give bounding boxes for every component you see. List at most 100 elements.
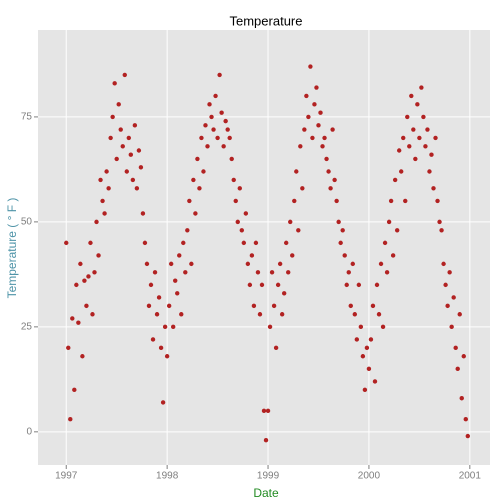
point [336,219,341,225]
point [386,219,392,225]
point [78,261,83,267]
point [94,219,99,225]
point [382,240,388,246]
point [140,211,146,216]
point [316,123,321,128]
point [158,345,164,351]
point [340,228,345,233]
point [160,400,166,405]
point [277,261,283,267]
point [259,282,265,288]
point [229,156,234,162]
point [217,72,222,78]
point [104,169,109,174]
point [302,127,307,132]
point [384,270,390,275]
point [461,354,466,359]
point [286,270,291,275]
point [411,127,416,132]
point [342,253,347,258]
point [144,261,150,267]
point [102,211,107,216]
x-tick-label: 2000 [358,471,381,482]
point [249,253,255,258]
point [92,270,97,275]
point [453,345,458,351]
point [364,345,370,351]
point [98,177,103,183]
point [263,438,269,443]
point [243,211,249,216]
point [459,396,464,401]
point [330,127,335,132]
point [201,169,206,174]
point [96,253,101,258]
point [203,123,208,128]
point [185,228,190,233]
point [166,303,172,309]
point [350,261,355,267]
x-tick-label: 2001 [459,471,482,482]
y-tick-label: 0 [26,426,32,437]
point [370,303,376,309]
point [318,110,323,115]
point [84,303,89,309]
point [82,278,87,283]
point [251,303,257,309]
point [451,295,456,300]
point [457,312,462,317]
point [239,228,245,233]
point [177,253,182,258]
point [368,337,374,342]
point [427,169,432,174]
point [292,198,297,204]
point [447,270,452,275]
point [148,282,154,288]
point [388,198,394,204]
point [415,102,420,107]
y-tick-label: 50 [21,217,33,228]
point [403,198,408,204]
point [356,282,362,288]
point [199,135,204,141]
point [273,345,279,351]
point [378,261,384,267]
point [134,186,140,191]
point [128,152,134,157]
point [233,198,238,204]
point [455,366,460,372]
point [189,261,194,267]
point [156,295,162,300]
point [314,85,319,90]
point [173,278,178,283]
chart-title: Temperature [230,13,303,28]
point [399,169,404,174]
point [70,316,75,321]
point [64,240,69,246]
point [328,186,333,191]
point [380,324,386,330]
point [257,312,263,317]
point [116,102,121,107]
y-axis-label: Temperature ( ° F ) [5,198,19,299]
point [66,345,71,351]
point [88,240,93,246]
point [362,387,368,393]
point [419,85,424,90]
point [409,93,414,99]
point [191,177,196,183]
point [110,114,115,120]
point [374,282,380,288]
point [429,152,434,157]
point [433,135,438,141]
point [392,177,398,183]
point [326,169,331,174]
point [175,291,180,296]
y-tick-label: 75 [21,112,33,123]
point [100,198,105,204]
point [344,282,349,288]
point [445,303,450,309]
point [312,102,317,107]
point [320,144,325,149]
point [237,186,242,191]
